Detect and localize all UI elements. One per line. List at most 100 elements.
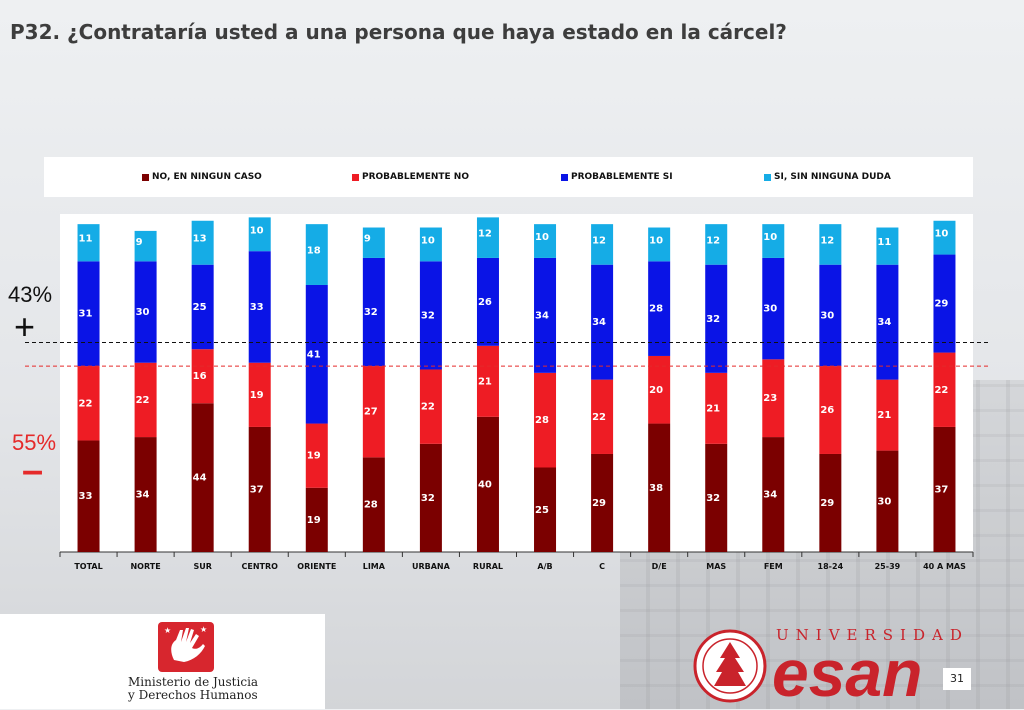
- x-tick-label: CENTRO: [241, 562, 278, 571]
- svg-text:★: ★: [200, 625, 207, 634]
- data-label: 34: [136, 490, 150, 501]
- data-label: 34: [763, 490, 777, 501]
- bar-segment: [248, 426, 271, 552]
- bar-segment: [191, 220, 214, 265]
- bar-segment: [762, 257, 785, 360]
- data-label: 21: [706, 403, 720, 414]
- legend-label: NO, EN NINGUN CASO: [152, 172, 262, 182]
- bar-segment: [876, 450, 899, 552]
- bar-segment: [419, 369, 442, 444]
- data-label: 32: [706, 314, 720, 325]
- data-label: 22: [79, 398, 93, 409]
- data-label: 32: [364, 307, 378, 318]
- legend-label: PROBABLEMENTE NO: [362, 172, 469, 182]
- data-label: 34: [592, 317, 606, 328]
- bar-segment: [705, 372, 728, 444]
- bar-segment: [819, 453, 842, 552]
- bar-segment: [362, 457, 385, 552]
- x-tick-label: 40 A MAS: [923, 562, 966, 571]
- bar-segment: [762, 437, 785, 552]
- data-label: 29: [934, 299, 948, 310]
- bar-segment: [876, 264, 899, 380]
- bar-segment: [591, 453, 614, 552]
- data-label: 33: [79, 491, 93, 502]
- page-number: 31: [943, 668, 971, 690]
- data-label: 12: [706, 235, 720, 246]
- data-label: 22: [421, 402, 435, 413]
- x-tick-label: 25-39: [875, 562, 901, 571]
- bar-segment: [134, 362, 157, 438]
- data-label: 29: [592, 498, 606, 509]
- bar-segment: [191, 349, 214, 404]
- page-title: P32. ¿Contrataría usted a una persona qu…: [10, 20, 787, 44]
- ministry-hand-icon: ★ ★: [158, 622, 214, 672]
- data-label: 25: [193, 302, 207, 313]
- bar-segment: [134, 437, 157, 552]
- bar-segment: [77, 366, 100, 441]
- bar-segment: [77, 261, 100, 367]
- bar-segment: [419, 227, 442, 262]
- bar-segment: [77, 440, 100, 552]
- bar-segment: [534, 257, 557, 373]
- bar-segment: [534, 224, 557, 258]
- bar-segment: [362, 366, 385, 458]
- data-label: 16: [193, 371, 207, 382]
- bar-segment: [648, 261, 671, 356]
- data-label: 10: [934, 229, 948, 240]
- data-label: 9: [136, 237, 143, 248]
- data-label: 26: [478, 297, 492, 308]
- data-label: 28: [649, 304, 663, 315]
- minus-sign: –: [22, 450, 44, 492]
- legend-swatch: [561, 173, 568, 181]
- plus-sign: +: [14, 306, 36, 347]
- data-label: 38: [649, 483, 663, 494]
- bar-segment: [248, 362, 271, 427]
- bar-segment: [705, 443, 728, 552]
- esan-seal-icon: [693, 629, 767, 703]
- data-label: 40: [478, 479, 492, 490]
- data-label: 9: [364, 234, 371, 245]
- ministry-name: Ministerio de Justicia y Derechos Humano…: [128, 676, 258, 702]
- bar-segment: [933, 254, 956, 353]
- bar-segment: [476, 257, 499, 346]
- data-label: 32: [421, 493, 435, 504]
- bar-segment: [762, 359, 785, 438]
- bar-segment: [591, 379, 614, 454]
- data-label: 13: [193, 234, 207, 245]
- data-label: 10: [250, 225, 264, 236]
- data-label: 34: [535, 310, 549, 321]
- bar-segment: [762, 224, 785, 258]
- bar-segment: [705, 264, 728, 373]
- bar-segment: [77, 224, 100, 262]
- x-tick-label: TOTAL: [74, 562, 102, 571]
- chart-legend: NO, EN NINGUN CASO PROBABLEMENTE NO PROB…: [44, 157, 973, 197]
- data-label: 28: [535, 415, 549, 426]
- bar-segment: [419, 443, 442, 552]
- data-label: 28: [364, 500, 378, 511]
- bar-segment: [933, 220, 956, 255]
- data-label: 11: [79, 234, 93, 245]
- legend-swatch: [764, 173, 771, 181]
- bar-segment: [134, 261, 157, 363]
- bar-segment: [191, 403, 214, 552]
- data-label: 19: [250, 390, 264, 401]
- bar-segment: [476, 345, 499, 417]
- bar-segment: [305, 284, 328, 424]
- bar-segment: [191, 264, 214, 350]
- data-label: 27: [364, 407, 378, 418]
- data-label: 21: [877, 410, 891, 421]
- negative-percentage-label: 55%: [12, 430, 57, 455]
- data-label: 12: [478, 229, 492, 240]
- bar-segment: [248, 217, 271, 252]
- bar-segment: [819, 366, 842, 454]
- bar-segment: [591, 224, 614, 265]
- data-label: 10: [649, 235, 663, 246]
- x-tick-label: ORIENTE: [297, 562, 336, 571]
- legend-item-probablemente-no: PROBABLEMENTE NO: [352, 172, 469, 182]
- bar-segment: [876, 379, 899, 451]
- bar-segment: [305, 487, 328, 552]
- positive-percentage-label: 43%: [8, 282, 53, 307]
- bar-segment: [933, 426, 956, 552]
- x-tick-label: 18-24: [818, 562, 844, 571]
